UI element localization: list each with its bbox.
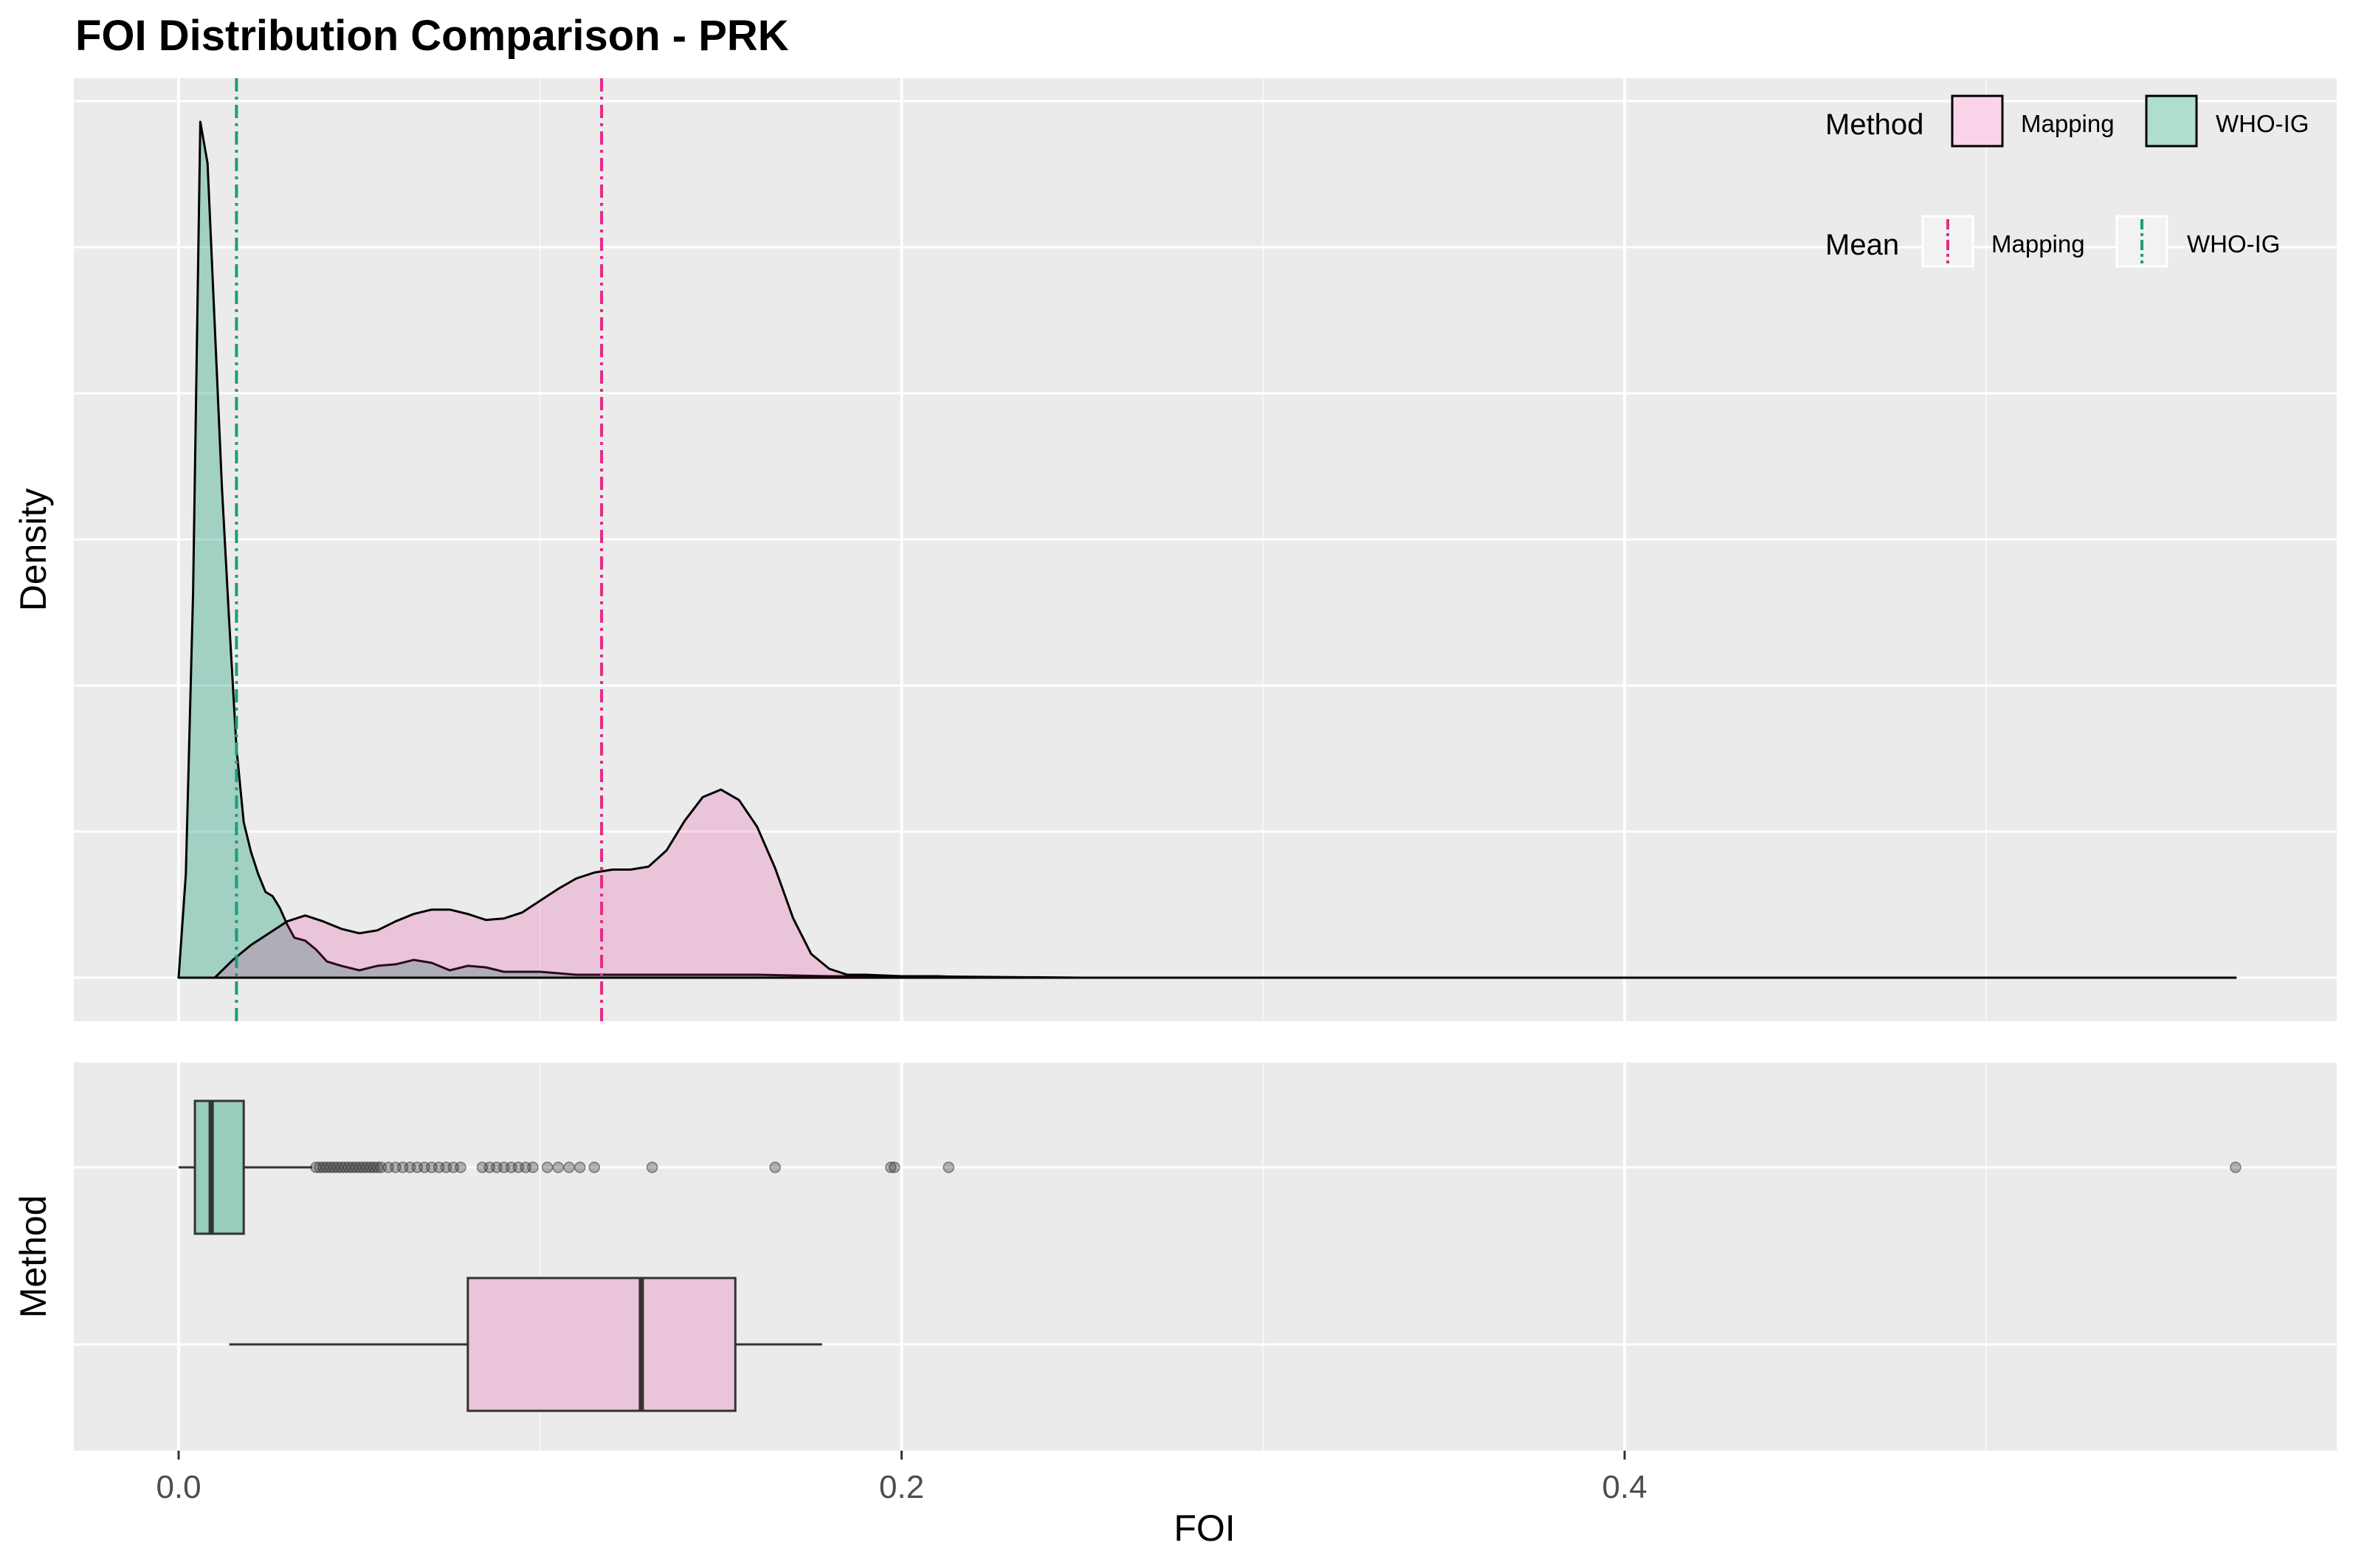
outlier-point [588,1161,601,1173]
outlier-point [889,1161,900,1173]
outlier-point [573,1161,586,1173]
density-area-who-ig [177,120,2237,979]
x-axis-title: FOI [1174,1507,1235,1549]
chart-title: FOI Distribution Comparison - PRK [75,12,789,60]
legend-label-mean-mapping: Mapping [1991,230,2085,258]
y-axis-title-method: Method [13,1195,54,1319]
outlier-point [943,1161,955,1173]
legend: Method Mapping WHO-IG Mean Mapping WHO-I… [1825,94,2309,268]
outlier-point [552,1161,565,1173]
x-tick-label: 0.4 [1602,1469,1647,1505]
outlier-point [455,1161,466,1173]
density-panel [74,78,2337,1021]
legend-label-mean-who-ig: WHO-IG [2187,230,2280,258]
outlier-point [2230,1161,2242,1173]
x-tick-label: 0.0 [156,1469,201,1505]
mean-lines [235,78,604,1021]
legend-title-mean: Mean [1825,229,1899,261]
x-tick-label: 0.2 [879,1469,924,1505]
outlier-point [646,1161,658,1173]
legend-label-method-mapping: Mapping [2021,110,2115,137]
outlier-point [563,1161,575,1173]
density-area-mapping [177,788,2237,979]
legend-key-mapping-fill [1951,94,2004,148]
legend-title-method: Method [1825,108,1923,141]
outlier-point [885,1161,897,1173]
outlier-point [769,1161,781,1173]
x-axis-ticks: 0.0 0.2 0.4 [156,1451,1647,1505]
legend-label-method-who-ig: WHO-IG [2216,110,2309,137]
y-axis-title-density: Density [13,488,54,612]
outlier-point [541,1161,554,1173]
legend-key-who-ig-fill [2145,94,2198,148]
boxplots [179,1099,2242,1412]
density-curves [177,120,2237,979]
boxplot-panel [74,1063,2337,1451]
box-who-ig [193,1099,245,1235]
box-mapping [466,1277,737,1412]
outlier-point [527,1161,539,1173]
